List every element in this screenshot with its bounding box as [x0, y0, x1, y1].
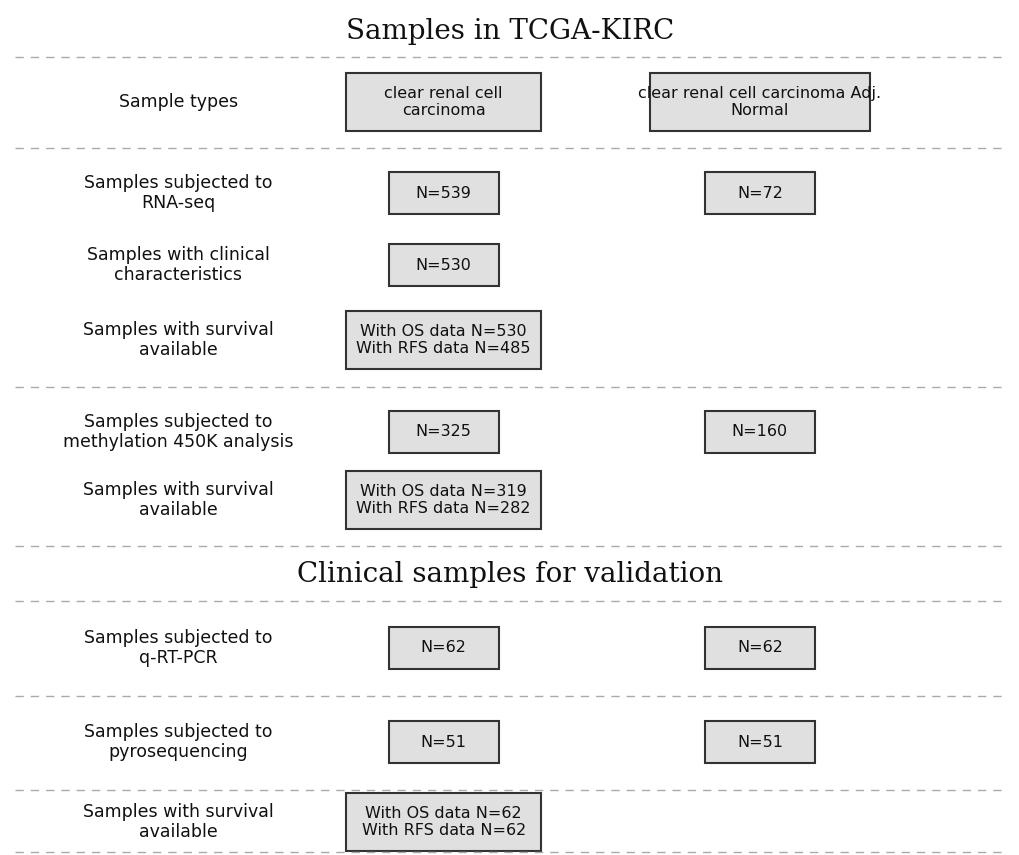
- Text: N=62: N=62: [421, 640, 466, 656]
- Text: Samples with survival
available: Samples with survival available: [83, 481, 274, 519]
- Text: With OS data N=62
With RFS data N=62: With OS data N=62 With RFS data N=62: [361, 805, 526, 838]
- FancyBboxPatch shape: [345, 471, 541, 529]
- FancyBboxPatch shape: [649, 73, 869, 131]
- Text: Samples with survival
available: Samples with survival available: [83, 803, 274, 841]
- Text: Samples subjected to
methylation 450K analysis: Samples subjected to methylation 450K an…: [63, 413, 293, 451]
- Text: Samples in TCGA-KIRC: Samples in TCGA-KIRC: [345, 19, 674, 45]
- FancyBboxPatch shape: [345, 73, 541, 131]
- Text: N=325: N=325: [416, 424, 471, 439]
- Text: N=72: N=72: [737, 186, 782, 201]
- Text: N=51: N=51: [420, 734, 467, 750]
- FancyBboxPatch shape: [704, 627, 814, 669]
- Text: clear renal cell
carcinoma: clear renal cell carcinoma: [384, 86, 502, 118]
- FancyBboxPatch shape: [388, 172, 498, 214]
- Text: Samples subjected to
q-RT-PCR: Samples subjected to q-RT-PCR: [85, 628, 272, 668]
- Text: N=62: N=62: [737, 640, 782, 656]
- Text: With OS data N=319
With RFS data N=282: With OS data N=319 With RFS data N=282: [356, 484, 531, 516]
- Text: N=160: N=160: [731, 424, 788, 439]
- Text: Sample types: Sample types: [119, 93, 237, 111]
- FancyBboxPatch shape: [388, 411, 498, 453]
- Text: N=539: N=539: [416, 186, 471, 201]
- Text: Samples subjected to
RNA-seq: Samples subjected to RNA-seq: [85, 174, 272, 212]
- Text: With OS data N=530
With RFS data N=485: With OS data N=530 With RFS data N=485: [356, 324, 531, 357]
- Text: Clinical samples for validation: Clinical samples for validation: [297, 561, 722, 587]
- Text: N=530: N=530: [416, 257, 471, 273]
- FancyBboxPatch shape: [704, 721, 814, 763]
- FancyBboxPatch shape: [345, 793, 541, 851]
- FancyBboxPatch shape: [704, 411, 814, 453]
- FancyBboxPatch shape: [704, 172, 814, 214]
- FancyBboxPatch shape: [388, 721, 498, 763]
- Text: Samples with survival
available: Samples with survival available: [83, 321, 274, 359]
- FancyBboxPatch shape: [345, 311, 541, 369]
- Text: Samples with clinical
characteristics: Samples with clinical characteristics: [87, 245, 270, 285]
- FancyBboxPatch shape: [388, 627, 498, 669]
- FancyBboxPatch shape: [388, 244, 498, 286]
- Text: N=51: N=51: [736, 734, 783, 750]
- Text: Samples subjected to
pyrosequencing: Samples subjected to pyrosequencing: [85, 722, 272, 762]
- Text: clear renal cell carcinoma Adj.
Normal: clear renal cell carcinoma Adj. Normal: [638, 86, 880, 118]
